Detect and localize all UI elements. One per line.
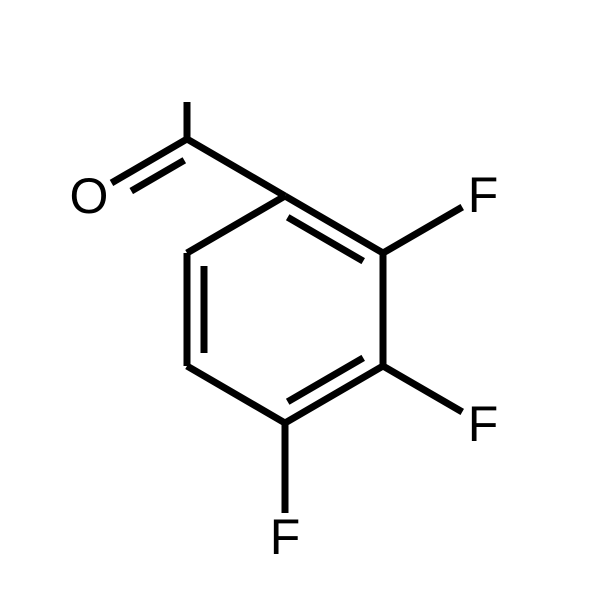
bond [383, 207, 462, 253]
bond [187, 366, 285, 423]
bond [187, 196, 285, 253]
atom-F4: F [270, 509, 301, 565]
bond [383, 366, 462, 412]
atom-O: O [70, 168, 109, 224]
molecule-diagram: F F F O [0, 0, 600, 600]
bond [187, 139, 285, 196]
bond [288, 217, 364, 261]
atom-F3: F [468, 396, 499, 452]
molecule-svg: F F F O [0, 0, 600, 600]
bond [288, 358, 364, 402]
atom-F2: F [468, 167, 499, 223]
bond [111, 139, 187, 183]
